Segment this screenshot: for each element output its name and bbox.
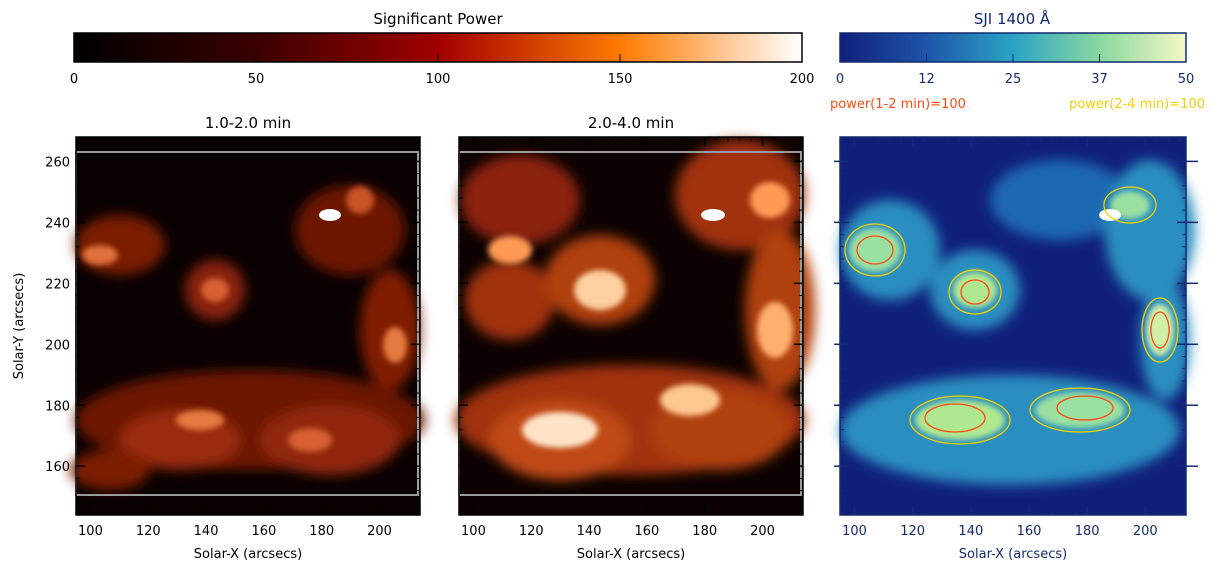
panel-3-x-tick-label: 180 (1075, 524, 1100, 539)
panel-2-x-tick-label: 160 (634, 524, 659, 539)
panel-2-title: 2.0-4.0 min (588, 114, 674, 132)
y-tick-label: 260 (45, 155, 70, 170)
colorbar-power-title: Significant Power (373, 10, 503, 28)
panel-2: 2.0-4.0 min (455, 114, 815, 516)
panel-3-texture (840, 160, 1195, 485)
legend-contour-2: power(2-4 min)=100 (1069, 97, 1205, 112)
colorbar-sji: SJI 1400 Å 0 12 25 37 50 (836, 9, 1194, 87)
colorbar-power-tick-label: 200 (790, 72, 815, 87)
panel-3-x-label: Solar-X (arcsecs) (959, 547, 1067, 562)
panel-3-x-tick-label: 200 (1133, 524, 1158, 539)
legend-contour-1: power(1-2 min)=100 (830, 97, 966, 112)
colorbar-power-tick-label: 100 (426, 72, 451, 87)
panel-1-texture (70, 185, 425, 490)
y-tick-label: 160 (45, 460, 70, 475)
colorbar-sji-tick-label: 50 (1178, 72, 1195, 87)
panel-2-x-tick-label: 140 (577, 524, 602, 539)
panel-2-x-tick-label: 180 (692, 524, 717, 539)
colorbar-power-tick-label: 0 (70, 72, 78, 87)
colorbar-sji-tick-label: 12 (918, 72, 935, 87)
panel-1-x-tick-label: 200 (367, 524, 392, 539)
colorbar-sji-tick-label: 37 (1091, 72, 1108, 87)
colorbar-sji-tick-label: 25 (1005, 72, 1022, 87)
panel-3-x-tick-label: 100 (842, 524, 867, 539)
panel-1-x-tick-label: 120 (136, 524, 161, 539)
colorbar-sji-tick-label: 0 (836, 72, 844, 87)
panel-2-frame (458, 136, 804, 516)
panel-1-x-label: Solar-X (arcsecs) (194, 547, 302, 562)
colorbar-sji-title: SJI 1400 Å (974, 9, 1051, 28)
axis-ticks: 100 120 140 160 180 200 160 180 200 220 240 260 100 1… (45, 136, 1198, 539)
colorbar-power-tick-label: 50 (248, 72, 265, 87)
panel-1-x-tick-label: 180 (309, 524, 334, 539)
panel-3-x-tick-label: 140 (958, 524, 983, 539)
panel-2-x-tick-label: 100 (461, 524, 486, 539)
panel-3 (839, 136, 1195, 516)
colorbar-power-tick-label: 150 (608, 72, 633, 87)
y-tick-label: 220 (45, 277, 70, 292)
colorbar-power-ticks: 0 50 100 150 200 (70, 54, 815, 87)
panel-1-title: 1.0-2.0 min (205, 114, 291, 132)
colorbar-power: Significant Power 0 50 100 150 200 (70, 10, 815, 87)
panel-1: 1.0-2.0 min (70, 114, 425, 516)
panel-2-x-label: Solar-X (arcsecs) (577, 547, 685, 562)
y-axis-label: Solar-Y (arcsecs) (12, 273, 27, 380)
y-tick-label: 180 (45, 399, 70, 414)
colorbar-sji-ticks: 0 12 25 37 50 (836, 54, 1194, 87)
panel-3-frame (839, 136, 1187, 516)
y-tick-label: 200 (45, 338, 70, 353)
y-tick-label: 240 (45, 216, 70, 231)
panel-2-texture (455, 140, 815, 480)
panel-1-frame (75, 136, 421, 516)
panel-1-x-tick-label: 140 (194, 524, 219, 539)
panel-3-x-tick-label: 160 (1017, 524, 1042, 539)
panel-2-x-tick-label: 200 (750, 524, 775, 539)
panel-3-x-tick-label: 120 (900, 524, 925, 539)
panel-2-x-tick-label: 120 (519, 524, 544, 539)
panel-1-x-tick-label: 160 (251, 524, 276, 539)
panel-1-x-tick-label: 100 (78, 524, 103, 539)
